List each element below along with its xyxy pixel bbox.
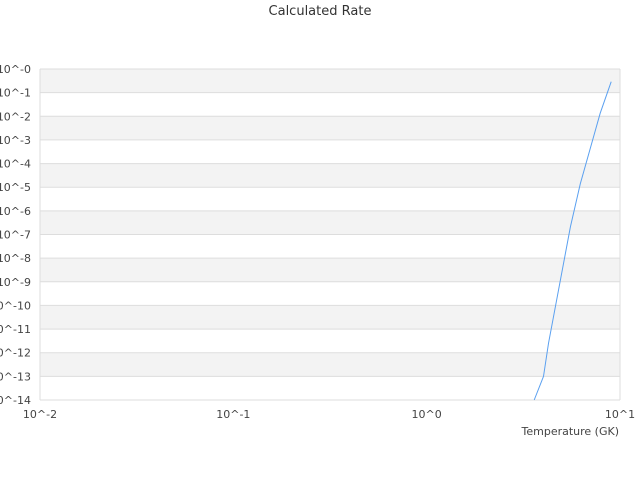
y-tick-label: 10^-3 [0, 134, 31, 147]
grid-band [40, 376, 620, 400]
y-tick-label: 10^-9 [0, 276, 31, 289]
y-tick-label: 10^-8 [0, 252, 31, 265]
y-tick-label: 10^-13 [0, 370, 31, 383]
y-tick-label: 10^-7 [0, 229, 31, 242]
grid-band [40, 234, 620, 259]
grid-band [40, 329, 620, 353]
y-tick-label: 10^-0 [0, 63, 31, 76]
x-tick-label: 10^-2 [23, 408, 57, 421]
grid-band [40, 258, 620, 282]
y-tick-label: 10^-4 [0, 158, 31, 171]
grid-band [40, 352, 620, 377]
y-tick-label: 10^-11 [0, 323, 31, 336]
grid-band [40, 116, 620, 140]
grid-band [40, 92, 620, 117]
grid-band [40, 187, 620, 211]
grid-band [40, 69, 620, 93]
chart-title: Calculated Rate [268, 4, 372, 19]
y-tick-label: 10^-10 [0, 299, 31, 312]
y-tick-label: 10^-6 [0, 205, 31, 218]
y-tick-label: 10^-2 [0, 110, 31, 123]
series-line [533, 81, 612, 401]
grid-band [40, 305, 620, 330]
grid-band [40, 210, 620, 235]
x-axis-label: Temperature (GK) [521, 425, 620, 438]
grid-band [40, 281, 620, 306]
x-tick-label: 10^0 [412, 408, 442, 421]
y-tick-label: 10^-14 [0, 394, 31, 407]
grid-band [40, 163, 620, 188]
y-tick-label: 10^-5 [0, 181, 31, 194]
x-tick-label: 10^-1 [216, 408, 250, 421]
grid-band [40, 139, 620, 164]
x-tick-label: 10^1 [605, 408, 635, 421]
y-tick-label: 10^-12 [0, 347, 31, 360]
y-tick-label: 10^-1 [0, 87, 31, 100]
